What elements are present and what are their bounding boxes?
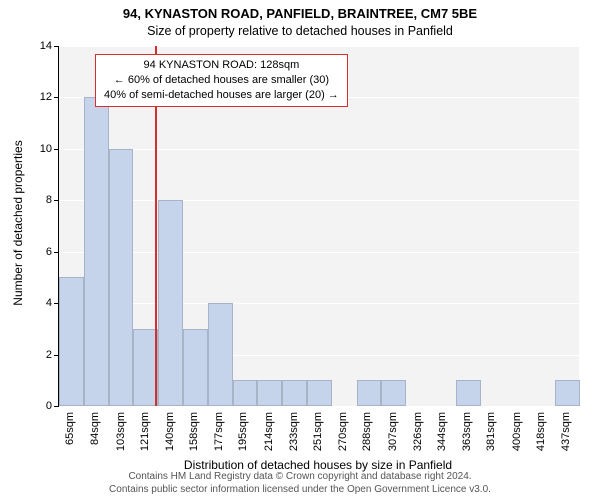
footer-line1: Contains HM Land Registry data © Crown c… xyxy=(0,470,600,483)
annotation-line1: 94 KYNASTON ROAD: 128sqm xyxy=(104,58,339,73)
histogram-bar xyxy=(109,149,134,406)
xtick-label: 121sqm xyxy=(139,412,151,451)
histogram-bar xyxy=(158,200,183,406)
gridline xyxy=(59,252,579,253)
ytick-mark xyxy=(54,149,59,150)
xtick-label: 65sqm xyxy=(64,412,76,445)
histogram-bar xyxy=(282,380,307,406)
xtick-label: 344sqm xyxy=(436,412,448,451)
xtick-label: 140sqm xyxy=(164,412,176,451)
histogram-bar xyxy=(183,329,208,406)
xtick-label: 307sqm xyxy=(387,412,399,451)
xtick-label: 326sqm xyxy=(412,412,424,451)
ytick-mark xyxy=(54,97,59,98)
gridline xyxy=(59,200,579,201)
footer-line2: Contains public sector information licen… xyxy=(0,483,600,496)
plot-area: 94 KYNASTON ROAD: 128sqm ← 60% of detach… xyxy=(58,46,579,407)
xtick-label: 288sqm xyxy=(361,412,373,451)
ytick-label: 2 xyxy=(0,349,52,361)
ytick-mark xyxy=(54,200,59,201)
xtick-label: 437sqm xyxy=(560,412,572,451)
gridline xyxy=(59,149,579,150)
ytick-mark xyxy=(54,406,59,407)
annotation-line3: 40% of semi-detached houses are larger (… xyxy=(104,88,339,103)
histogram-bar xyxy=(381,380,406,406)
gridline xyxy=(59,303,579,304)
ytick-label: 8 xyxy=(0,194,52,206)
xtick-label: 195sqm xyxy=(237,412,249,451)
xtick-label: 270sqm xyxy=(337,412,349,451)
histogram-bar xyxy=(307,380,332,406)
xtick-label: 418sqm xyxy=(535,412,547,451)
xtick-label: 158sqm xyxy=(188,412,200,451)
xtick-label: 233sqm xyxy=(288,412,300,451)
gridline xyxy=(59,46,579,47)
ytick-mark xyxy=(54,252,59,253)
ytick-label: 12 xyxy=(0,91,52,103)
ytick-label: 6 xyxy=(0,246,52,258)
xtick-label: 381sqm xyxy=(485,412,497,451)
xtick-label: 177sqm xyxy=(213,412,225,451)
ytick-label: 4 xyxy=(0,297,52,309)
gridline xyxy=(59,406,579,407)
annotation-box: 94 KYNASTON ROAD: 128sqm ← 60% of detach… xyxy=(95,54,348,107)
histogram-bar xyxy=(59,277,84,406)
chart-container: 94, KYNASTON ROAD, PANFIELD, BRAINTREE, … xyxy=(0,0,600,500)
histogram-bar xyxy=(233,380,258,406)
histogram-bar xyxy=(555,380,580,406)
histogram-bar xyxy=(208,303,233,406)
title-line2: Size of property relative to detached ho… xyxy=(0,24,600,38)
footer: Contains HM Land Registry data © Crown c… xyxy=(0,470,600,496)
xtick-label: 214sqm xyxy=(263,412,275,451)
y-axis-label: Number of detached properties xyxy=(11,133,25,313)
ytick-label: 0 xyxy=(0,400,52,412)
ytick-mark xyxy=(54,46,59,47)
histogram-bar xyxy=(84,97,109,406)
annotation-line2: ← 60% of detached houses are smaller (30… xyxy=(104,73,339,88)
xtick-label: 84sqm xyxy=(89,412,101,445)
ytick-label: 10 xyxy=(0,143,52,155)
xtick-label: 103sqm xyxy=(115,412,127,451)
histogram-bar xyxy=(357,380,382,406)
xtick-label: 400sqm xyxy=(511,412,523,451)
ytick-label: 14 xyxy=(0,40,52,52)
histogram-bar xyxy=(456,380,481,406)
xtick-label: 363sqm xyxy=(461,412,473,451)
title-line1: 94, KYNASTON ROAD, PANFIELD, BRAINTREE, … xyxy=(0,6,600,21)
xtick-label: 251sqm xyxy=(312,412,324,451)
histogram-bar xyxy=(257,380,282,406)
